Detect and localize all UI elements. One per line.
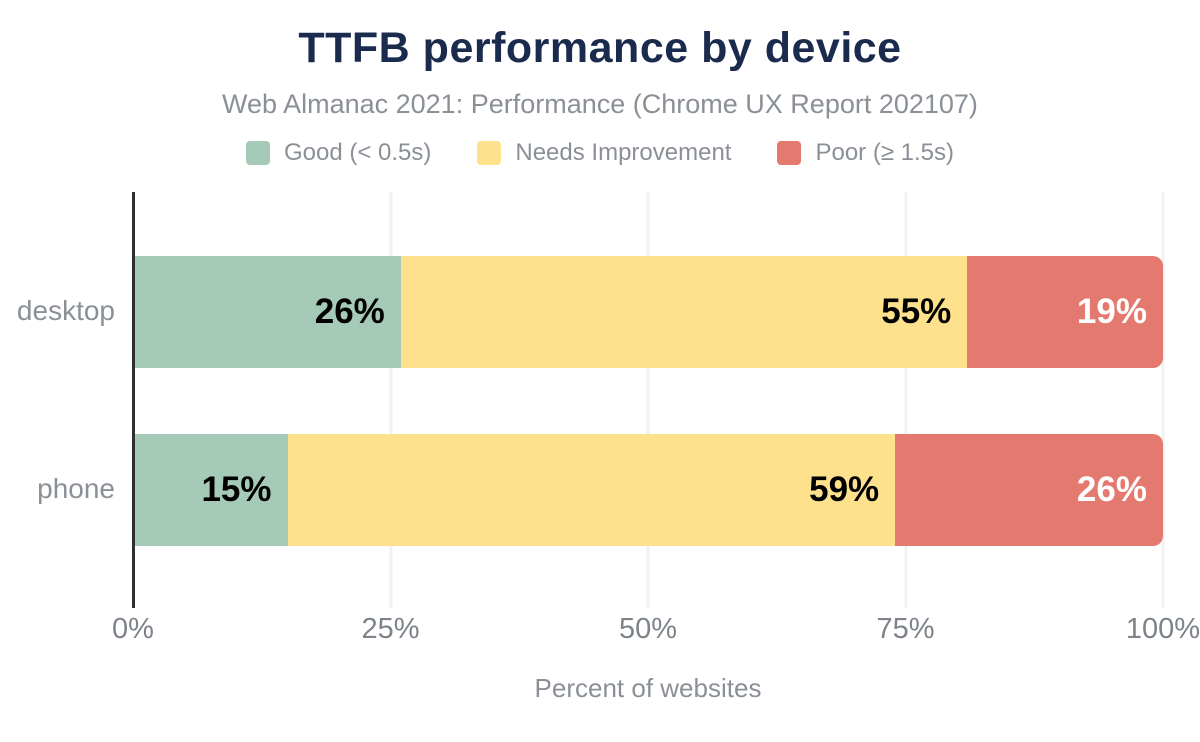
legend-swatch-icon [245, 141, 270, 165]
bar-value-label: 59% [809, 470, 880, 509]
bar-segment-desktop-good-0-5s: 26% [133, 256, 401, 368]
legend-item-good-0-5s[interactable]: Good (< 0.5s) [245, 139, 432, 167]
x-tick-25: 25% [361, 613, 420, 645]
gridline-50 [646, 192, 650, 608]
bar-value-label: 26% [1076, 470, 1147, 509]
x-tick-0: 0% [112, 613, 154, 645]
category-label-phone: phone [37, 473, 115, 504]
bar-value-label: 26% [314, 292, 385, 331]
legend-swatch-icon [477, 141, 502, 165]
gridline-25 [389, 192, 392, 608]
legend-item-needs-improvement[interactable]: Needs Improvement [477, 139, 731, 167]
x-axis-title: Percent of websites [534, 673, 762, 703]
bar-value-label: 55% [881, 292, 952, 331]
gridline-75 [904, 192, 907, 608]
legend-label: Good (< 0.5s) [283, 139, 432, 166]
bar-segment-desktop-poor-1-5s: 19% [967, 256, 1163, 368]
legend: Good (< 0.5s) Needs Improvement Poor (≥ 1.… [0, 139, 1200, 167]
legend-item-poor-1-5s[interactable]: Poor (≥ 1.5s) [777, 139, 954, 167]
chart-title: TTFB performance by device [298, 24, 902, 72]
category-label-desktop: desktop [16, 295, 115, 326]
x-tick-50: 50% [618, 613, 678, 645]
gridline-100 [1161, 192, 1165, 608]
x-tick-75: 75% [876, 613, 935, 645]
y-axis-line [132, 192, 135, 608]
bar-segment-phone-needs-improvement: 59% [287, 434, 896, 546]
legend-label: Needs Improvement [515, 139, 732, 166]
bar-segment-phone-poor-1-5s: 26% [895, 434, 1163, 546]
bar-segment-phone-good-0-5s: 15% [133, 434, 288, 546]
legend-swatch-icon [777, 141, 802, 165]
bar-value-label: 15% [201, 470, 272, 509]
bar-phone: 15% 59% 26% [133, 434, 1163, 546]
legend-label: Poor (≥ 1.5s) [815, 139, 955, 166]
x-tick-100: 100% [1125, 613, 1200, 645]
bar-desktop: 26% 55% 19% [133, 256, 1163, 368]
plot-area: 26% 55% 19% 15% 59% 26% [132, 192, 1165, 608]
bar-segment-desktop-needs-improvement: 55% [400, 256, 968, 368]
bar-value-label: 19% [1076, 292, 1147, 331]
chart-subtitle: Web Almanac 2021: Performance (Chrome UX… [222, 89, 978, 119]
